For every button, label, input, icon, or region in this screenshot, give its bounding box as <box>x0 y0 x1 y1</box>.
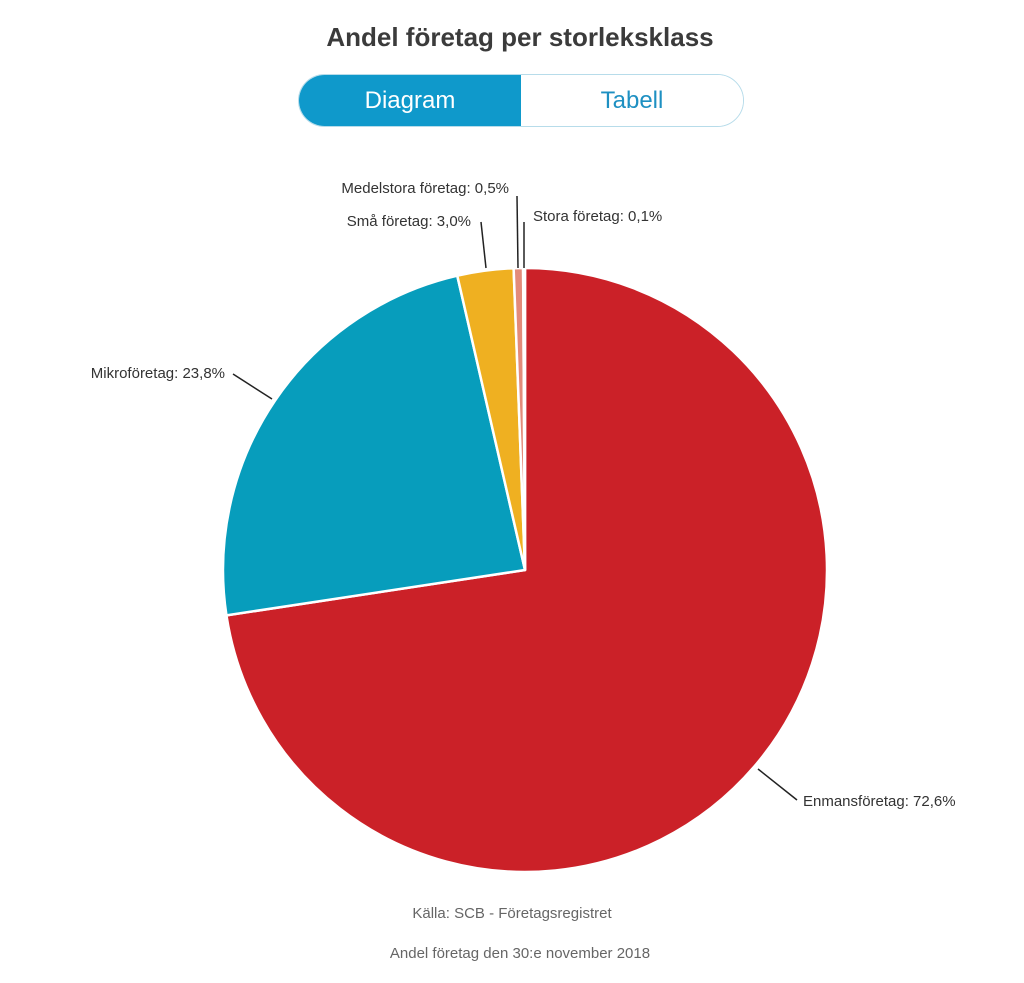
slice-label: Små företag: 3,0% <box>347 213 471 230</box>
diagram-tab[interactable]: Diagram <box>299 75 521 126</box>
view-toggle: Diagram Tabell <box>298 74 744 127</box>
pie-slice-stora-företag[interactable] <box>521 266 527 572</box>
pie-slice-enmansföretag[interactable] <box>225 266 829 874</box>
label-connector <box>516 195 519 269</box>
slice-label: Mikroföretag: 23,8% <box>91 365 225 382</box>
label-connectors <box>232 195 798 801</box>
slice-label: Medelstora företag: 0,5% <box>341 180 509 197</box>
slice-label: Stora företag: 0,1% <box>533 208 662 225</box>
label-connector <box>232 373 273 400</box>
label-connector <box>480 221 487 269</box>
table-tab[interactable]: Tabell <box>521 75 743 126</box>
chart-title: Andel företag per storleksklass <box>326 22 714 52</box>
date-note: Andel företag den 30:e november 2018 <box>389 945 651 962</box>
source-note: Källa: SCB - Företagsregistret <box>412 905 612 922</box>
label-connector <box>757 768 798 801</box>
slice-label: Enmansföretag: 72,6% <box>803 793 956 810</box>
slice-labels: Enmansföretag: 72,6% Mikroföretag: 23,8% S… <box>91 180 956 810</box>
pie-slice-mikroföretag[interactable] <box>221 274 527 617</box>
pie-slices <box>221 266 829 874</box>
